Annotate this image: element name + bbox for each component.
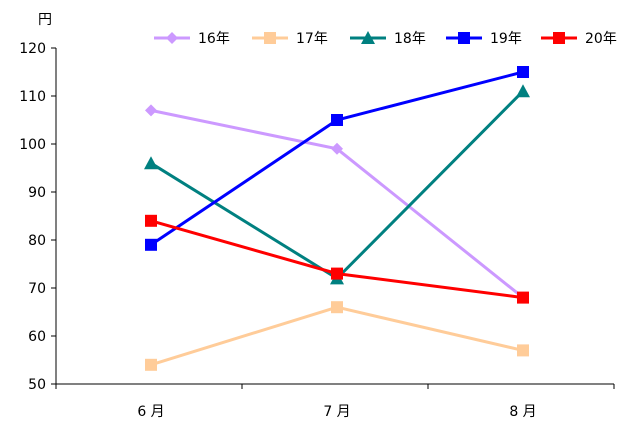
data-point — [517, 291, 529, 304]
series-group — [144, 66, 530, 371]
legend-swatch-marker — [553, 32, 565, 44]
data-point — [145, 214, 157, 227]
x-tick-label: 8 月 — [509, 404, 536, 420]
y-axis-unit-label: 円 — [38, 12, 52, 28]
y-tick-label: 110 — [19, 89, 46, 105]
legend-label: 18年 — [394, 31, 426, 47]
y-tick-label: 60 — [28, 329, 46, 345]
series-line — [150, 305, 524, 367]
y-tick-label: 70 — [28, 281, 46, 297]
data-point — [145, 358, 157, 371]
y-tick-label: 120 — [19, 41, 46, 57]
data-point — [331, 114, 343, 126]
x-tick-label: 6 月 — [137, 404, 164, 420]
y-tick-label: 90 — [28, 185, 46, 201]
series-line — [150, 219, 524, 300]
data-point — [517, 344, 529, 357]
data-point — [331, 267, 343, 280]
data-point — [144, 156, 158, 170]
legend-label: 17年 — [296, 31, 328, 47]
series-line — [150, 70, 524, 247]
axes: 50 60 70 80 90 100 110 120 6 月 7 月 8 月 — [19, 41, 615, 420]
y-tick-label: 100 — [19, 137, 46, 153]
legend-swatch-marker — [264, 32, 276, 44]
legend-label: 16年 — [198, 31, 230, 47]
y-tick-label: 50 — [28, 377, 46, 393]
data-point — [145, 238, 157, 251]
data-point — [517, 66, 529, 78]
data-point — [331, 142, 343, 155]
legend-label: 20年 — [585, 31, 617, 47]
legend-swatch-marker — [166, 32, 178, 44]
data-point — [516, 84, 530, 98]
legend-label: 19年 — [490, 31, 522, 47]
x-tick-label: 7 月 — [323, 404, 350, 420]
data-point — [331, 301, 343, 314]
legend: 16年 17年 18年 19年 20年 — [154, 31, 617, 47]
legend-swatch-marker — [361, 31, 375, 44]
data-point — [145, 104, 157, 117]
y-tick-label: 80 — [28, 233, 46, 249]
legend-swatch-marker — [458, 32, 470, 44]
